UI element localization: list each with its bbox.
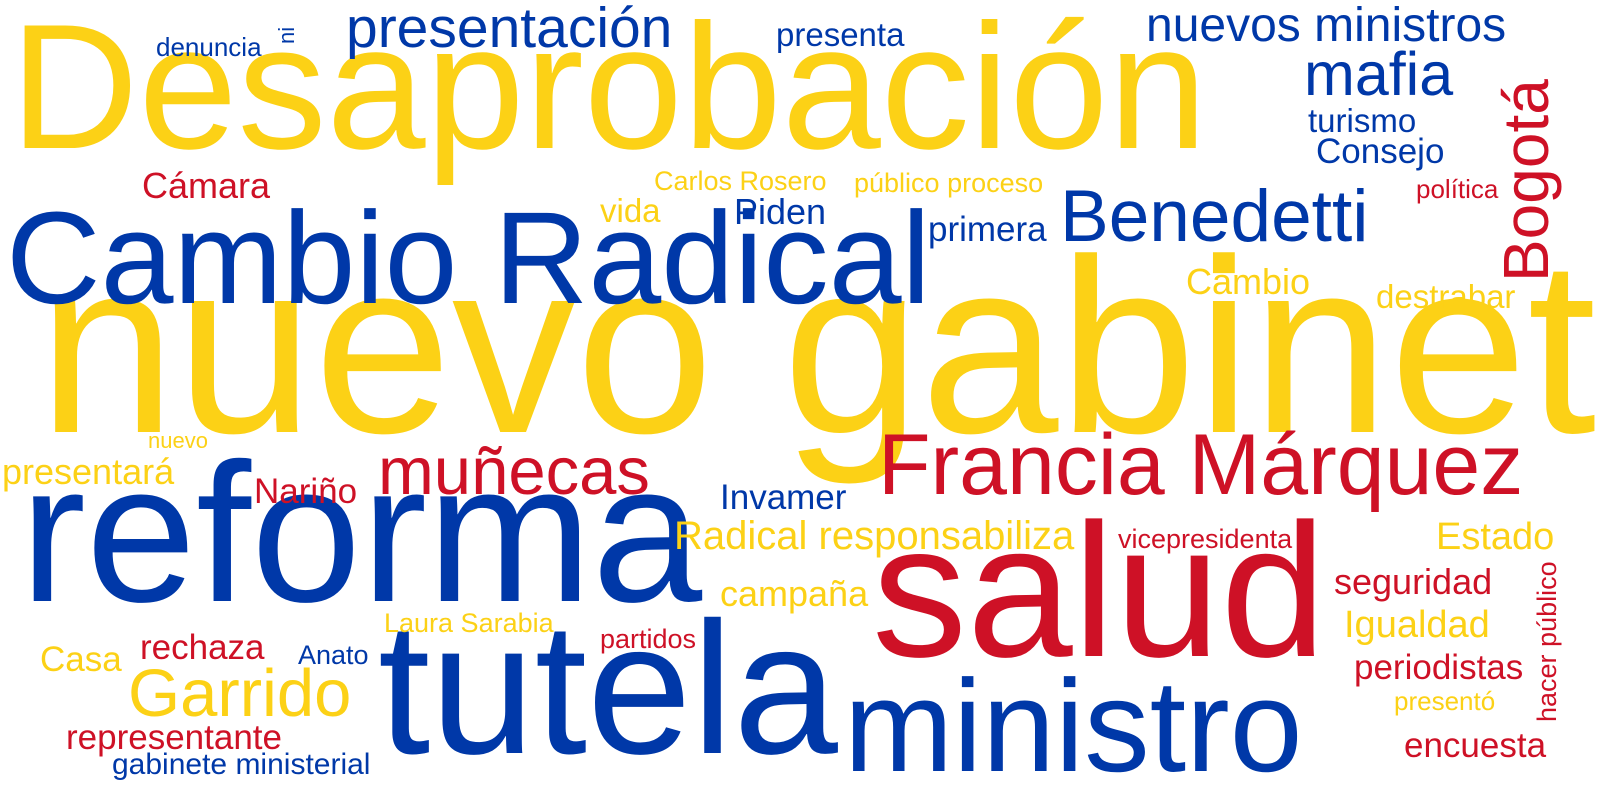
word-hacer-publico: hacer público — [1532, 561, 1562, 722]
word-benedetti: Benedetti — [1060, 176, 1369, 257]
word-cambio: Cambio — [1186, 261, 1311, 302]
word-vida: vida — [600, 192, 661, 229]
word-bogota: Bogotá — [1490, 79, 1562, 282]
word-salud: salud — [872, 485, 1327, 697]
word-destrabar: destrabar — [1376, 278, 1516, 315]
word-carlos-rosero: Carlos Rosero — [654, 166, 827, 196]
word-desaprobacion: Desaprobación — [10, 0, 1208, 186]
word-nuevos-ministros: nuevos ministros — [1146, 0, 1507, 52]
word-tutela: tutela — [378, 583, 838, 793]
word-presento: presentó — [1394, 686, 1496, 716]
word-presentara: presentará — [2, 451, 175, 492]
word-camara: Cámara — [142, 165, 271, 206]
word-igualdad: Igualdad — [1344, 604, 1490, 646]
word-reforma: reforma — [20, 422, 703, 643]
word-consejo: Consejo — [1316, 132, 1445, 171]
word-radical-responsabiliza: Radical responsabiliza — [674, 514, 1075, 558]
word-piden: Piden — [734, 191, 827, 232]
word-estado: Estado — [1436, 516, 1555, 558]
word-mafia: mafia — [1304, 40, 1454, 108]
word-primera: primera — [928, 210, 1047, 249]
word-garrido: Garrido — [128, 656, 352, 731]
word-ni: ni — [274, 26, 299, 44]
word-turismo: turismo — [1308, 102, 1417, 139]
word-narino: Nariño — [254, 472, 358, 511]
word-vicepresidenta: vicepresidenta — [1118, 524, 1293, 554]
word-presentacion: presentación — [346, 0, 673, 60]
word-encuesta: encuesta — [1404, 726, 1547, 765]
word-periodistas: periodistas — [1354, 648, 1524, 687]
word-denuncia: denuncia — [156, 32, 262, 62]
word-presenta: presenta — [776, 16, 905, 53]
word-publico-proceso: público proceso — [854, 168, 1044, 198]
word-representante: representante — [66, 718, 282, 757]
word-campana: campaña — [720, 573, 869, 614]
word-francia-marquez: Francia Márquez — [878, 417, 1524, 513]
word-laura-sarabia: Laura Sarabia — [384, 608, 554, 638]
word-invamer: Invamer — [720, 478, 847, 517]
word-cambio-radical: Cambio Radical — [6, 184, 931, 331]
word-partidos: partidos — [600, 624, 697, 654]
word-anato: Anato — [298, 640, 369, 670]
word-gabinete-ministerial: gabinete ministerial — [112, 748, 371, 781]
word-seguridad: seguridad — [1334, 561, 1493, 602]
word-casa: Casa — [40, 640, 122, 679]
word-politica: política — [1416, 174, 1499, 204]
word-nuevo: nuevo — [148, 428, 208, 453]
word-ministro: ministro — [844, 652, 1303, 799]
word-nuevo-gabinete: nuevo gabinete — [38, 207, 1600, 485]
word-rechaza: rechaza — [140, 628, 265, 667]
word-munecas: muñecas — [378, 434, 650, 509]
